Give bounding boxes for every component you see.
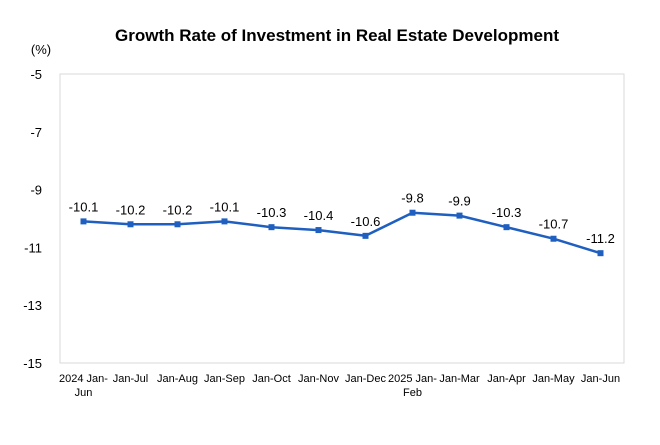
- x-tick-label: Jan-Aug: [157, 373, 198, 385]
- data-label: -10.6: [351, 214, 381, 229]
- data-label: -10.3: [492, 205, 522, 220]
- y-tick-label: -9: [30, 183, 42, 198]
- x-tick-label: Feb: [403, 387, 422, 399]
- y-tick-label: -13: [23, 298, 42, 313]
- data-label: -10.7: [539, 217, 569, 232]
- y-axis-unit: (%): [31, 42, 51, 57]
- series: [80, 209, 604, 257]
- data-point: [409, 209, 416, 216]
- data-label: -11.2: [586, 231, 615, 246]
- x-axis: 2024 Jan- Jun Jan-Jul Jan-Aug Jan-Sep Jan-Oct…: [59, 373, 620, 399]
- y-tick-label: -5: [30, 67, 42, 82]
- x-tick-label: Jan-Mar: [439, 373, 480, 385]
- chart-title: Growth Rate of Investment in Real Estate…: [115, 26, 559, 45]
- data-label: -10.4: [304, 208, 334, 223]
- x-tick-label: Jan-Jun: [581, 373, 620, 385]
- data-label: -9.8: [401, 191, 423, 206]
- data-point: [362, 232, 369, 239]
- y-tick-label: -7: [30, 125, 42, 140]
- data-point: [174, 221, 181, 228]
- series-line: [82, 211, 602, 255]
- data-point: [550, 235, 557, 242]
- y-tick-label: -15: [23, 356, 42, 371]
- data-point: [268, 224, 275, 231]
- x-tick-label: Jan-Nov: [298, 373, 339, 385]
- data-point: [315, 227, 322, 234]
- data-label: -10.2: [116, 202, 146, 217]
- data-point: [80, 218, 87, 225]
- data-point: [597, 250, 604, 257]
- data-labels: -10.1 -10.2 -10.2 -10.1 -10.3 -10.4 -10.6 -9.8 -…: [69, 191, 615, 246]
- data-point: [221, 218, 228, 225]
- x-tick-label: Jan-Dec: [345, 373, 386, 385]
- plot-area: [59, 73, 625, 364]
- data-point: [503, 224, 510, 231]
- data-label: -10.1: [210, 199, 240, 214]
- x-tick-label: Jan-Sep: [204, 373, 245, 385]
- y-tick-label: -11: [24, 240, 42, 255]
- data-point: [127, 221, 134, 228]
- x-tick-label: 2024 Jan-: [59, 373, 108, 385]
- x-tick-label: Jan-Jul: [113, 373, 148, 385]
- x-tick-label: Jan-Apr: [487, 373, 526, 385]
- data-point: [456, 212, 463, 219]
- x-tick-label: Jan-Oct: [252, 373, 291, 385]
- y-axis: -5 -7 -9 -11 -13 -15: [23, 67, 42, 371]
- data-label: -10.1: [69, 199, 99, 214]
- data-label: -10.3: [257, 205, 287, 220]
- data-label: -10.2: [163, 202, 193, 217]
- data-label: -9.9: [448, 194, 470, 209]
- x-tick-label: Jun: [75, 387, 93, 399]
- x-tick-label: Jan-May: [532, 373, 575, 385]
- x-tick-label: 2025 Jan-: [388, 373, 437, 385]
